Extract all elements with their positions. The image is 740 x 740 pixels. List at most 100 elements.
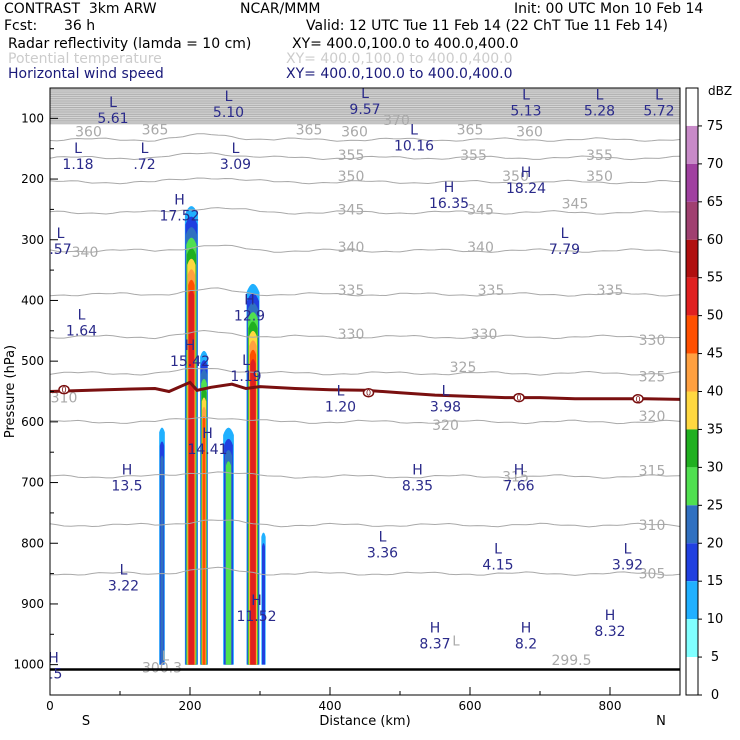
colorbar-swatch [686,239,698,278]
theta-isentrope [50,471,680,479]
y-tick-label: 1000 [13,658,44,672]
wind-extremum-value: 3.98 [430,400,461,416]
wind-extremum-value: 11.52 [236,609,276,625]
theta-label: 330 [639,333,666,349]
y-tick-label: 700 [21,476,44,490]
colorbar-label: 55 [707,271,724,286]
theta-isentrope [50,416,680,425]
wind-extremum-value: 8.37 [419,636,450,652]
wind-extremum-value: 7.66 [503,478,534,494]
wind-extremum-value: 16.35 [429,196,469,212]
valid-time: Valid: 12 UTC Tue 11 Feb 14 (22 ChT Tue … [306,18,669,34]
field-2-xy: XY= 400.0,100.0 to 400.0,400.0 [286,51,513,67]
wind-extremum-type: L [596,87,604,103]
contour-label-bg [362,387,375,398]
theta-label: 360 [516,125,543,141]
wind-extremum-type: H [521,620,532,636]
contour-label-bg [58,384,70,395]
wind-extremum-value: 4.15 [482,557,513,573]
wind-extremum-type: L [361,86,369,102]
wind-extremum-type: H [48,651,59,667]
wind-extremum-type: L [57,226,65,242]
theta-min-marker: L [162,650,170,665]
colorbar-label: 50 [707,309,724,324]
theta-label: 355 [586,148,613,164]
south-label: S [82,714,90,729]
tropopause-label: 0 [61,386,66,395]
x-tick-label: 200 [179,699,202,713]
wind-extremum-type: H [521,165,532,181]
colorbar-label: 15 [707,574,724,589]
colorbar-label: 75 [707,119,724,134]
organization: NCAR/MMM [240,1,321,17]
wind-extremum-type: H [202,426,213,442]
y-tick-label: 300 [21,233,44,247]
y-axis-label: Pressure (hPa) [3,345,18,438]
colorbar-unit: dBZ [708,84,732,98]
theta-label: 315 [639,463,666,479]
wind-extremum-value: 15 [45,667,63,683]
colorbar-swatch [686,543,698,582]
theta-label: 320 [432,418,459,434]
theta-isentrope [50,207,680,215]
theta-label: 355 [338,148,365,164]
theta-isentrope [50,519,680,528]
tropopause-label: 0 [635,395,640,404]
colorbar-swatch [686,315,698,354]
wind-extremum-value: 8.2 [515,636,537,652]
x-tick-label: 0 [46,699,54,713]
theta-min-marker: L [452,634,460,649]
y-tick-label: 100 [21,111,44,125]
wind-extremum-value: 3.92 [612,557,643,573]
wind-extremum-value: 8.35 [402,478,433,494]
theta-label: 335 [338,283,365,299]
reflectivity-cell-2-shade [202,416,206,665]
forecast-label: Fcst: [4,18,38,34]
theta-label: 315 [502,469,529,485]
theta-label: 330 [471,327,498,343]
wind-extremum-type: L [232,141,240,157]
contour-label-bg [632,394,644,404]
colorbar-swatch [686,277,698,316]
reflectivity-cell-4-shade [250,359,256,665]
reflectivity-cell-3-shade [225,461,232,665]
wind-extremum-value: 5.13 [510,103,541,119]
wind-extremum-type: H [514,462,525,478]
y-tick-label: 400 [21,293,44,307]
wind-extremum-value: 5.61 [97,111,128,127]
colorbar-swatch [686,657,698,695]
wind-extremum-value: .57 [49,242,71,258]
wind-extremum-type: L [410,123,418,139]
y-tick-label: 900 [21,597,44,611]
wind-extremum-type: L [242,353,250,369]
colorbar-swatch [686,505,698,544]
y-tick-label: 600 [21,415,44,429]
wind-extremum-value: 3.09 [220,157,251,173]
wind-extremum-type: H [444,180,455,196]
wind-extremum-value: 15.42 [170,354,210,370]
wind-extremum-type: L [337,384,345,400]
tropopause-label: 0 [366,389,371,398]
field-1-name: Radar reflectivity (lamda = 10 cm) [8,36,252,52]
wind-extremum-value: 5.28 [584,103,615,119]
wind-extremum-value: 3.36 [367,545,398,561]
wind-extremum-value: 9.57 [349,102,380,118]
wind-extremum-value: 5.10 [213,105,244,121]
theta-label: 310 [639,518,666,534]
theta-isentrope [50,367,680,376]
wind-extremum-value: 5.72 [643,103,674,119]
wind-extremum-value: 13.5 [111,478,142,494]
y-tick-label: 800 [21,536,44,550]
field-2-name: Potential temperature [8,51,162,67]
wind-extremum-type: L [442,384,450,400]
y-tick-label: 200 [21,172,44,186]
reflectivity-cell-5-shade [262,543,265,665]
theta-label: 360 [75,125,102,141]
wind-extremum-value: 1.20 [325,400,356,416]
theta-label: 350 [338,169,365,185]
colorbar-label: 5 [711,650,719,665]
colorbar-swatch [686,391,698,430]
wind-extremum-type: L [78,308,86,324]
theta-label: 365 [457,122,484,138]
